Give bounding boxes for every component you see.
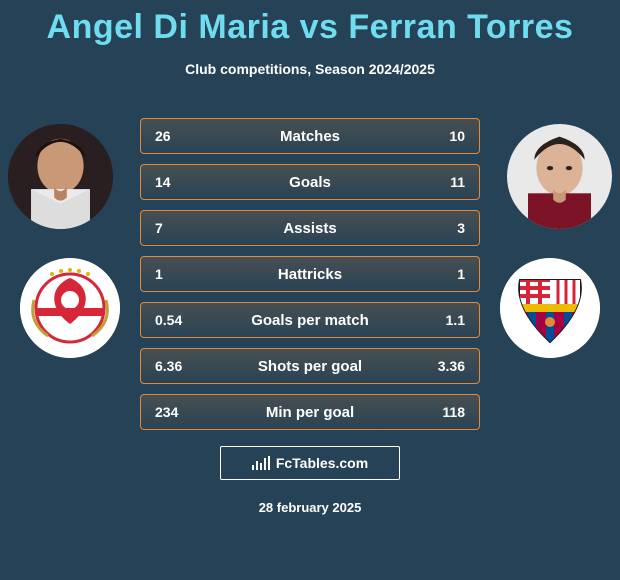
stat-left-value: 7 (155, 220, 163, 236)
stat-left-value: 14 (155, 174, 171, 190)
club-left-crest (20, 258, 120, 358)
player-left-avatar (8, 124, 113, 229)
stat-right-value: 118 (442, 404, 465, 420)
club-right-crest (500, 258, 600, 358)
person-icon (507, 124, 612, 229)
stat-right-value: 3 (457, 220, 465, 236)
stat-row: 234 Min per goal 118 (140, 394, 480, 430)
player-right-avatar (507, 124, 612, 229)
stat-label: Shots per goal (258, 358, 362, 375)
crest-icon (20, 258, 120, 358)
stat-row: 0.54 Goals per match 1.1 (140, 302, 480, 338)
stat-right-value: 3.36 (438, 358, 465, 374)
stat-label: Matches (280, 128, 340, 145)
brand-label: FcTables.com (276, 455, 368, 471)
stat-right-value: 10 (449, 128, 465, 144)
stat-row: 26 Matches 10 (140, 118, 480, 154)
stat-right-value: 11 (450, 174, 465, 190)
page-title: Angel Di Maria vs Ferran Torres (0, 0, 620, 47)
stat-row: 1 Hattricks 1 (140, 256, 480, 292)
stat-right-value: 1.1 (446, 312, 465, 328)
date-label: 28 february 2025 (0, 500, 620, 515)
stat-row: 14 Goals 11 (140, 164, 480, 200)
stat-right-value: 1 (457, 266, 465, 282)
stat-label: Goals per match (251, 312, 369, 329)
stat-row: 6.36 Shots per goal 3.36 (140, 348, 480, 384)
stat-left-value: 6.36 (155, 358, 182, 374)
stat-label: Assists (283, 220, 336, 237)
bar-chart-icon (252, 456, 270, 470)
crest-icon (500, 258, 600, 358)
stat-left-value: 234 (155, 404, 178, 420)
stat-label: Min per goal (266, 404, 354, 421)
brand-box: FcTables.com (220, 446, 400, 480)
stat-left-value: 26 (155, 128, 171, 144)
person-icon (8, 124, 113, 229)
page-subtitle: Club competitions, Season 2024/2025 (0, 61, 620, 77)
stat-row: 7 Assists 3 (140, 210, 480, 246)
stat-left-value: 0.54 (155, 312, 182, 328)
stat-label: Hattricks (278, 266, 342, 283)
stat-left-value: 1 (155, 266, 163, 282)
stat-label: Goals (289, 174, 331, 191)
